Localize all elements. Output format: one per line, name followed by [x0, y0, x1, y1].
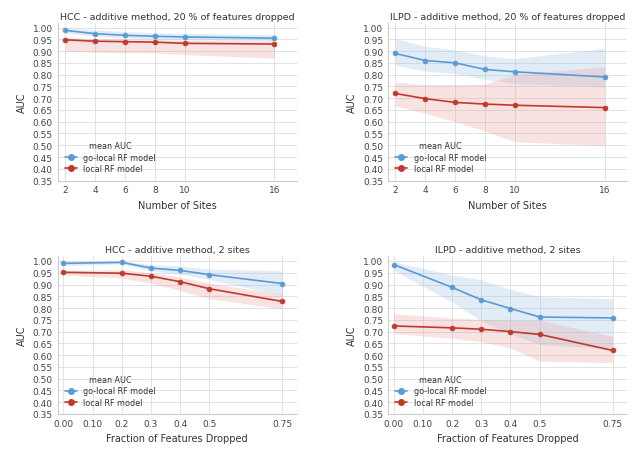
- Legend: go-local RF model, local RF model: go-local RF model, local RF model: [61, 372, 159, 410]
- Y-axis label: AUC: AUC: [348, 92, 357, 113]
- X-axis label: Number of Sites: Number of Sites: [468, 200, 547, 210]
- Title: ILPD - additive method, 20 % of features dropped: ILPD - additive method, 20 % of features…: [390, 13, 625, 21]
- Y-axis label: AUC: AUC: [17, 325, 27, 346]
- X-axis label: Number of Sites: Number of Sites: [138, 200, 216, 210]
- X-axis label: Fraction of Features Dropped: Fraction of Features Dropped: [436, 434, 579, 444]
- Title: HCC - additive method, 20 % of features dropped: HCC - additive method, 20 % of features …: [60, 13, 294, 21]
- Legend: go-local RF model, local RF model: go-local RF model, local RF model: [392, 372, 490, 410]
- Legend: go-local RF model, local RF model: go-local RF model, local RF model: [61, 139, 159, 177]
- Legend: go-local RF model, local RF model: go-local RF model, local RF model: [392, 139, 490, 177]
- Title: ILPD - additive method, 2 sites: ILPD - additive method, 2 sites: [435, 246, 580, 255]
- Title: HCC - additive method, 2 sites: HCC - additive method, 2 sites: [105, 246, 250, 255]
- X-axis label: Fraction of Features Dropped: Fraction of Features Dropped: [106, 434, 248, 444]
- Y-axis label: AUC: AUC: [17, 92, 27, 113]
- Y-axis label: AUC: AUC: [348, 325, 357, 346]
